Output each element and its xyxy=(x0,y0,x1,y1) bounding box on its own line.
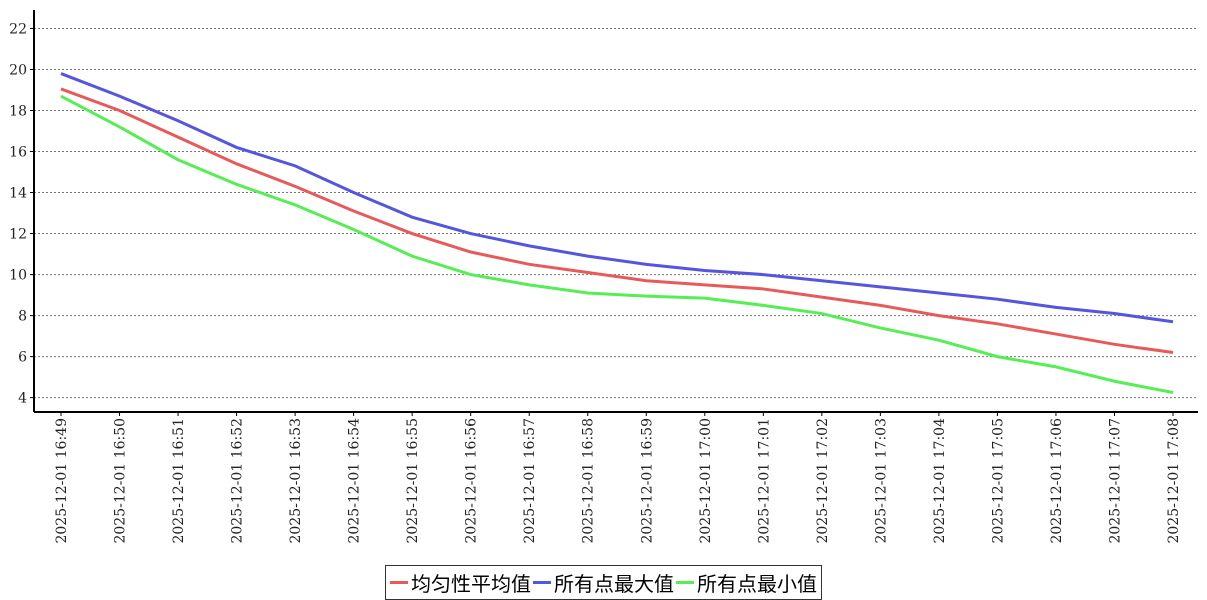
y-tick-label: 12 xyxy=(9,227,27,243)
legend-box: 均匀性平均值 所有点最大值 所有点最小值 xyxy=(385,565,822,600)
y-tick-label: 20 xyxy=(9,62,27,78)
y-tick-label: 8 xyxy=(18,309,27,325)
y-tick-label: 22 xyxy=(9,21,27,37)
legend-entry: 均匀性平均值 xyxy=(390,568,531,597)
x-tick-label: 2025-12-01 17:07 xyxy=(1107,418,1123,544)
y-tick-label: 16 xyxy=(9,145,27,161)
x-tick-label: 2025-12-01 16:59 xyxy=(639,418,655,544)
x-tick-label: 2025-12-01 17:08 xyxy=(1166,418,1182,544)
x-tick-label: 2025-12-01 16:51 xyxy=(171,418,187,544)
x-tick-label: 2025-12-01 16:55 xyxy=(405,418,421,544)
series-line xyxy=(60,94,1174,394)
x-tick-label: 2025-12-01 16:54 xyxy=(347,418,363,544)
x-tick-label: 2025-12-01 16:57 xyxy=(522,418,538,544)
y-tick-label: 18 xyxy=(9,104,27,120)
x-tick-label: 2025-12-01 17:01 xyxy=(756,418,772,544)
x-tick-label: 2025-12-01 16:52 xyxy=(230,418,246,544)
x-tick-label: 2025-12-01 17:02 xyxy=(815,418,831,544)
x-tick-label: 2025-12-01 16:53 xyxy=(288,418,304,544)
x-tick-label: 2025-12-01 17:05 xyxy=(990,418,1006,544)
y-tick-label: 4 xyxy=(18,391,27,407)
x-tick-label: 2025-12-01 16:56 xyxy=(464,418,480,544)
legend-swatch xyxy=(533,581,551,584)
x-tick-label: 2025-12-01 16:58 xyxy=(581,418,597,544)
series-line xyxy=(60,72,1174,324)
legend-swatch xyxy=(676,581,694,584)
x-tick-label: 2025-12-01 17:00 xyxy=(698,418,714,544)
x-tick-label: 2025-12-01 17:04 xyxy=(932,418,948,544)
legend-swatch xyxy=(390,581,408,584)
legend: 均匀性平均值 所有点最大值 所有点最小值 xyxy=(0,565,1207,600)
x-tick-label: 2025-12-01 16:49 xyxy=(54,418,70,544)
x-tick-label: 2025-12-01 16:50 xyxy=(113,418,129,544)
x-tick-label: 2025-12-01 17:06 xyxy=(1049,418,1065,544)
series-line xyxy=(60,87,1174,355)
legend-label: 所有点最大值 xyxy=(554,572,674,596)
legend-label: 均匀性平均值 xyxy=(411,572,531,596)
legend-label: 所有点最小值 xyxy=(697,572,817,596)
y-tick-label: 10 xyxy=(9,268,27,284)
y-tick-label: 14 xyxy=(9,186,27,202)
legend-entry: 所有点最大值 xyxy=(533,568,674,597)
legend-entry: 所有点最小值 xyxy=(676,568,817,597)
x-tick-label: 2025-12-01 17:03 xyxy=(873,418,889,544)
y-tick-label: 6 xyxy=(18,350,27,366)
